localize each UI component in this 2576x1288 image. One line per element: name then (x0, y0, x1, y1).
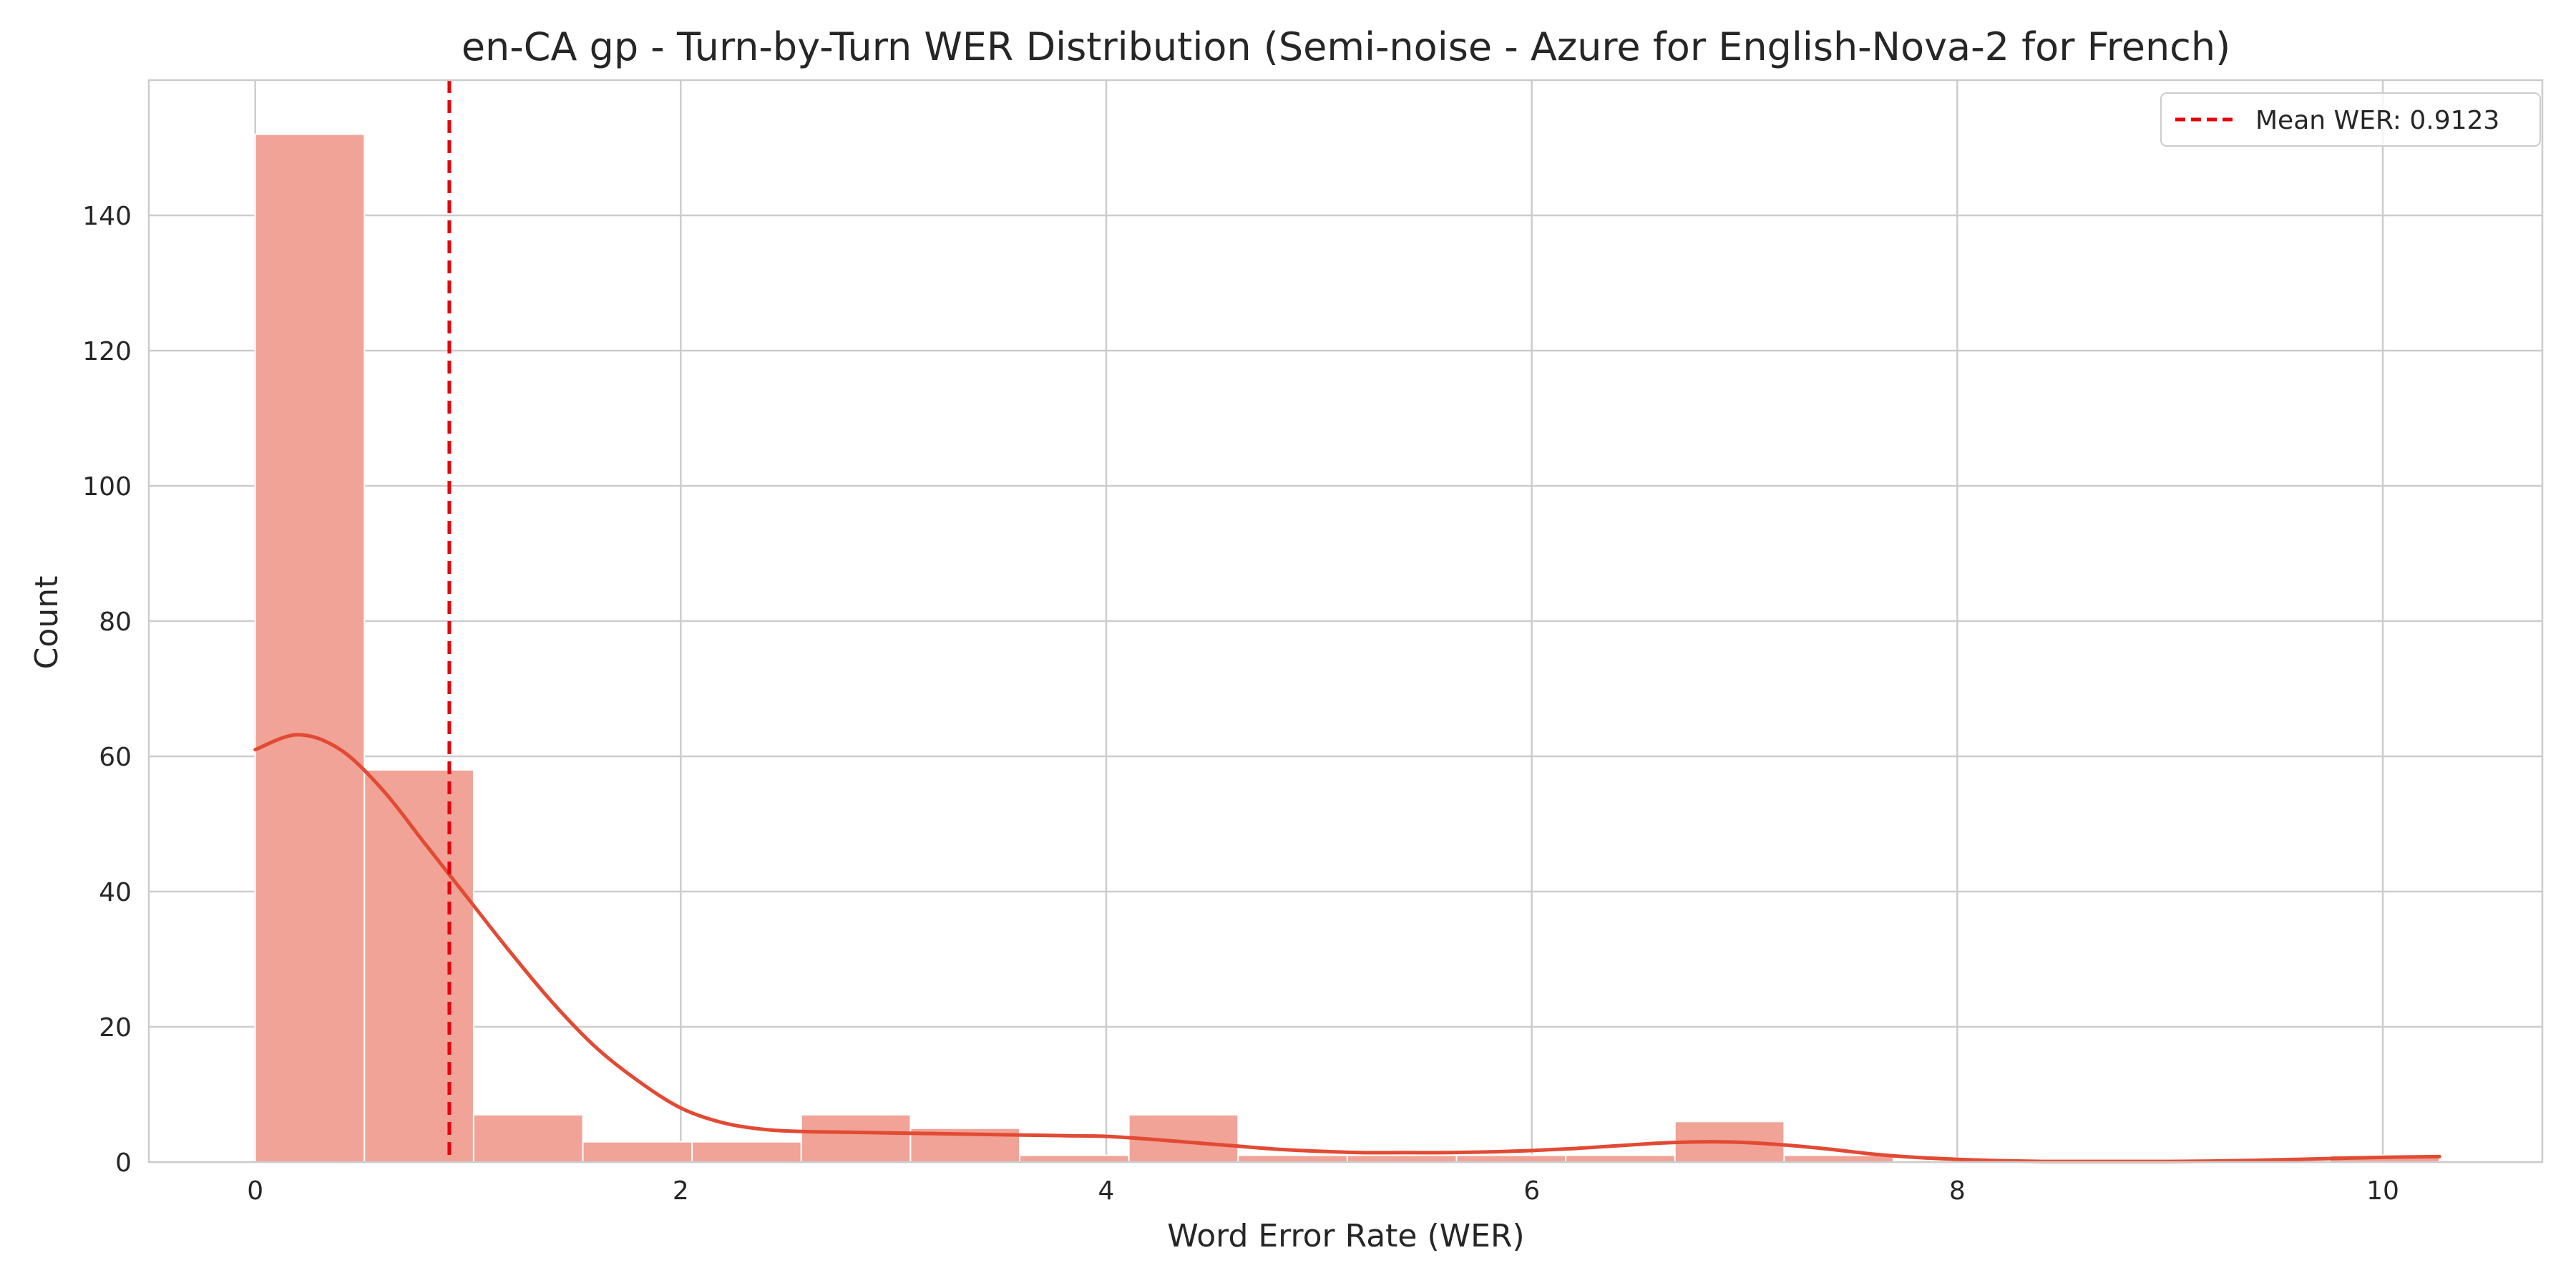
histogram-bar-2 (472, 1113, 584, 1163)
histogram-bar-3 (582, 1141, 693, 1163)
histogram-bar-4 (691, 1141, 802, 1163)
x-tick-label-4: 8 (1949, 1176, 1966, 1206)
x-tick-label-5: 10 (2366, 1176, 2399, 1206)
histogram-bar-0 (254, 133, 366, 1163)
histogram-bar-7 (1019, 1154, 1130, 1163)
histogram-bar-5 (800, 1113, 912, 1163)
legend: Mean WER: 0.9123 (2160, 92, 2541, 147)
y-axis-label: Count (29, 576, 65, 670)
y-tick-label-6: 120 (82, 337, 132, 366)
y-tick-label-4: 80 (99, 608, 132, 637)
histogram-bar-1 (364, 769, 474, 1163)
x-tick-labels: 0 2 4 6 8 10 (247, 1176, 2399, 1206)
y-tick-label-1: 20 (99, 1013, 132, 1043)
histogram-bar-10 (1346, 1154, 1458, 1163)
x-tick-label-0: 0 (247, 1176, 263, 1206)
y-tick-labels: 0 20 40 60 80 100 120 140 (82, 202, 132, 1178)
histogram-bar-14 (1783, 1154, 1894, 1163)
axes-frame (147, 79, 2544, 1163)
histogram-bars (254, 133, 2441, 1163)
x-tick-label-3: 6 (1523, 1176, 1540, 1206)
y-tick-label-7: 140 (82, 202, 132, 231)
x-axis-label: Word Error Rate (WER) (1167, 1218, 1524, 1254)
histogram-bar-12 (1565, 1154, 1676, 1163)
y-tick-label-0: 0 (115, 1148, 132, 1178)
y-tick-label-5: 100 (82, 472, 132, 502)
legend-label-mean: Mean WER: 0.9123 (2255, 106, 2499, 135)
plot-area (147, 79, 2544, 1163)
y-tick-label-3: 60 (99, 743, 132, 772)
chart-title: en-CA gp - Turn-by-Turn WER Distribution… (462, 24, 2230, 69)
y-tick-label-2: 40 (99, 878, 132, 907)
legend-box (2160, 92, 2541, 147)
x-tick-label-2: 4 (1098, 1176, 1115, 1206)
histogram-bar-9 (1237, 1154, 1348, 1163)
histogram-bar-11 (1455, 1154, 1567, 1163)
x-tick-label-1: 2 (673, 1176, 689, 1206)
